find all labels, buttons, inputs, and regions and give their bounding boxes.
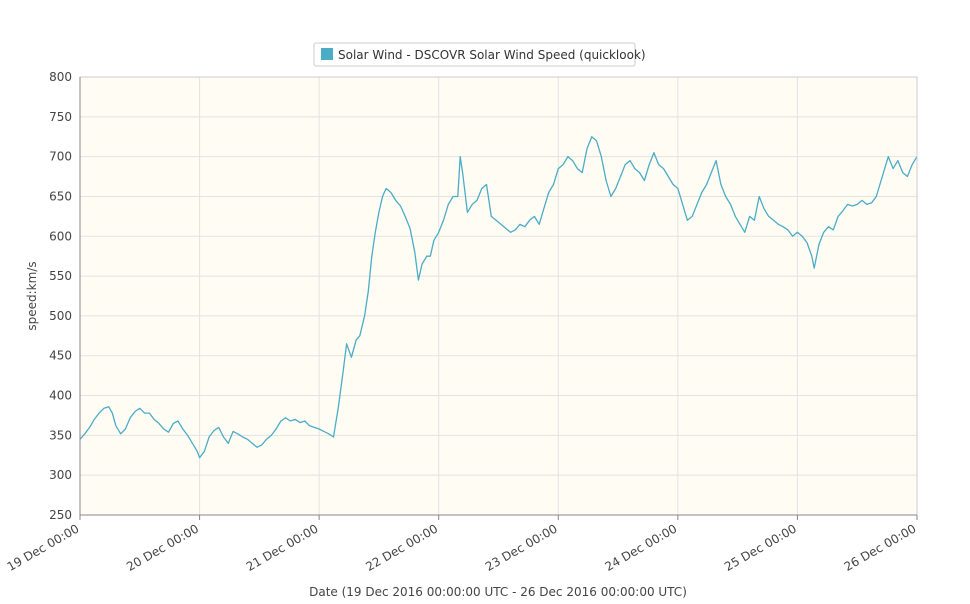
x-tick-label: 20 Dec 00:00 xyxy=(124,521,201,573)
y-tick-label: 250 xyxy=(49,508,72,522)
x-tick-label: 19 Dec 00:00 xyxy=(5,521,82,573)
y-tick-label: 400 xyxy=(49,389,72,403)
x-axis-label: Date (19 Dec 2016 00:00:00 UTC - 26 Dec … xyxy=(309,585,687,599)
x-tick-label: 21 Dec 00:00 xyxy=(244,521,321,573)
y-tick-label: 500 xyxy=(49,309,72,323)
series-line-solar-wind-speed xyxy=(79,136,918,459)
y-tick-label: 700 xyxy=(49,150,72,164)
y-tick-label: 750 xyxy=(49,110,72,124)
axes xyxy=(79,76,918,520)
x-tick-label: 26 Dec 00:00 xyxy=(842,521,919,573)
legend[interactable]: Solar Wind - DSCOVR Solar Wind Speed (qu… xyxy=(313,42,646,67)
plot-area xyxy=(80,77,917,515)
x-tick-label: 24 Dec 00:00 xyxy=(602,521,679,573)
y-tick-label: 550 xyxy=(49,269,72,283)
y-tick-label: 650 xyxy=(49,189,72,203)
y-tick-label: 300 xyxy=(49,468,72,482)
x-axis-tick-labels: 19 Dec 00:00 20 Dec 00:00 21 Dec 00:00 22 D… xyxy=(5,521,919,573)
y-axis-label: speed:km/s xyxy=(25,261,39,330)
legend-swatch xyxy=(321,48,333,60)
y-axis-tick-labels: 250 300 350 400 450 500 550 600 650 700 750 800 xyxy=(49,70,72,522)
y-tick-label: 450 xyxy=(49,349,72,363)
x-tick-label: 23 Dec 00:00 xyxy=(483,521,560,573)
x-tick-label: 22 Dec 00:00 xyxy=(363,521,440,573)
series-layer xyxy=(79,136,918,459)
x-tick-label: 25 Dec 00:00 xyxy=(722,521,799,573)
legend-box xyxy=(313,42,636,67)
y-tick-label: 350 xyxy=(49,428,72,442)
y-tick-label: 800 xyxy=(49,70,72,84)
legend-label: Solar Wind - DSCOVR Solar Wind Speed (qu… xyxy=(338,48,646,62)
y-tick-label: 600 xyxy=(49,229,72,243)
